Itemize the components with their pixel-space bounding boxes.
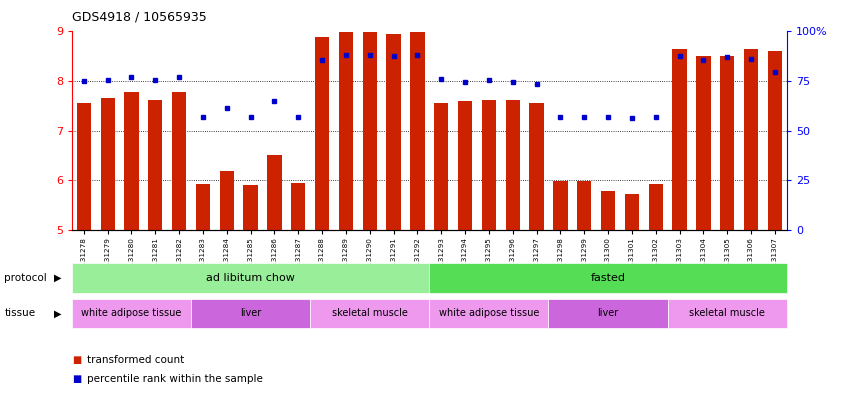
Text: ▶: ▶ (54, 273, 61, 283)
Bar (338, 33, 353, 230)
Bar (101, 98, 115, 230)
Bar (310, 299, 429, 328)
Text: protocol: protocol (4, 273, 47, 283)
Text: skeletal muscle: skeletal muscle (332, 309, 408, 318)
Text: liver: liver (597, 309, 618, 318)
Bar (530, 103, 544, 230)
Bar (410, 33, 425, 230)
Bar (191, 299, 310, 328)
Bar (267, 156, 282, 230)
Bar (434, 103, 448, 230)
Bar (481, 100, 496, 230)
Bar (506, 100, 520, 230)
Text: white adipose tissue: white adipose tissue (81, 309, 182, 318)
Bar (744, 49, 758, 230)
Bar (696, 56, 711, 230)
Text: ■: ■ (72, 354, 81, 365)
Bar (72, 263, 429, 293)
Bar (624, 194, 639, 230)
Bar (601, 191, 615, 230)
Bar (577, 181, 591, 230)
Text: fasted: fasted (591, 273, 625, 283)
Bar (148, 100, 162, 230)
Bar (172, 92, 186, 230)
Text: skeletal muscle: skeletal muscle (689, 309, 765, 318)
Text: ad libitum chow: ad libitum chow (206, 273, 295, 283)
Bar (387, 34, 401, 230)
Bar (72, 299, 191, 328)
Text: transformed count: transformed count (87, 354, 184, 365)
Bar (244, 185, 258, 230)
Text: white adipose tissue: white adipose tissue (439, 309, 539, 318)
Bar (429, 263, 787, 293)
Bar (667, 299, 787, 328)
Bar (429, 299, 548, 328)
Bar (315, 37, 329, 230)
Bar (767, 51, 782, 230)
Bar (363, 33, 377, 230)
Bar (291, 183, 305, 230)
Bar (649, 184, 663, 230)
Bar (124, 92, 139, 230)
Bar (720, 56, 734, 230)
Text: percentile rank within the sample: percentile rank within the sample (87, 374, 263, 384)
Text: GDS4918 / 10565935: GDS4918 / 10565935 (72, 11, 206, 24)
Bar (458, 101, 472, 230)
Bar (553, 181, 568, 230)
Bar (195, 184, 210, 230)
Bar (220, 171, 234, 230)
Text: ▶: ▶ (54, 309, 61, 318)
Bar (548, 299, 667, 328)
Text: tissue: tissue (4, 309, 36, 318)
Text: liver: liver (240, 309, 261, 318)
Text: ■: ■ (72, 374, 81, 384)
Bar (77, 103, 91, 230)
Bar (673, 49, 687, 230)
